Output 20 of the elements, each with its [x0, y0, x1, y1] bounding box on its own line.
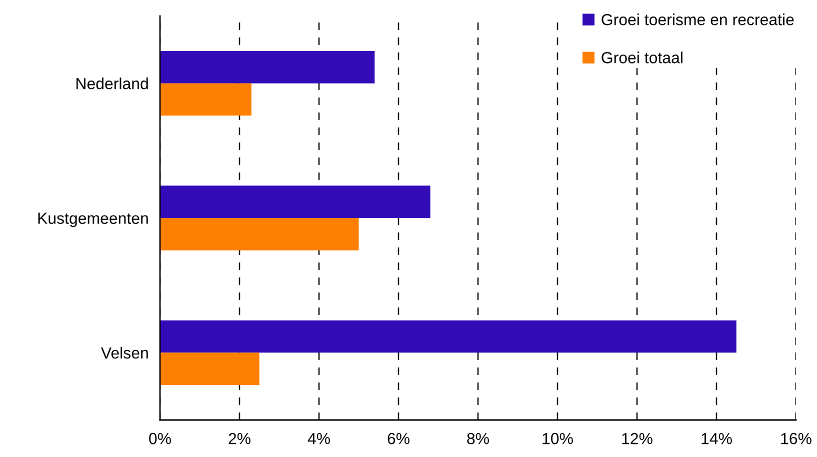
x-tick-label: 10% — [542, 432, 573, 444]
bar — [160, 51, 375, 84]
y-tick-label: Nederland — [76, 78, 148, 90]
x-tick-label: 4% — [308, 432, 330, 444]
x-tick-label: 2% — [228, 432, 250, 444]
y-tick-label: Kustgemeenten — [38, 212, 148, 228]
bar — [160, 320, 736, 353]
bar — [160, 218, 359, 250]
bar — [160, 186, 430, 218]
legend-label: Groei toerisme en recreatie — [602, 14, 794, 26]
x-tick-label: 0% — [149, 432, 171, 444]
bar — [160, 352, 260, 385]
x-tick-label: 6% — [388, 432, 410, 444]
x-tick-label: 12% — [622, 432, 652, 444]
y-tick-label: Velsen — [101, 346, 148, 359]
x-tick-label: 14% — [702, 432, 732, 444]
x-tick-label: 8% — [467, 432, 489, 444]
bar — [160, 83, 252, 116]
legend-label: Groei totaal — [602, 52, 682, 64]
x-tick-label: 16% — [781, 432, 812, 444]
